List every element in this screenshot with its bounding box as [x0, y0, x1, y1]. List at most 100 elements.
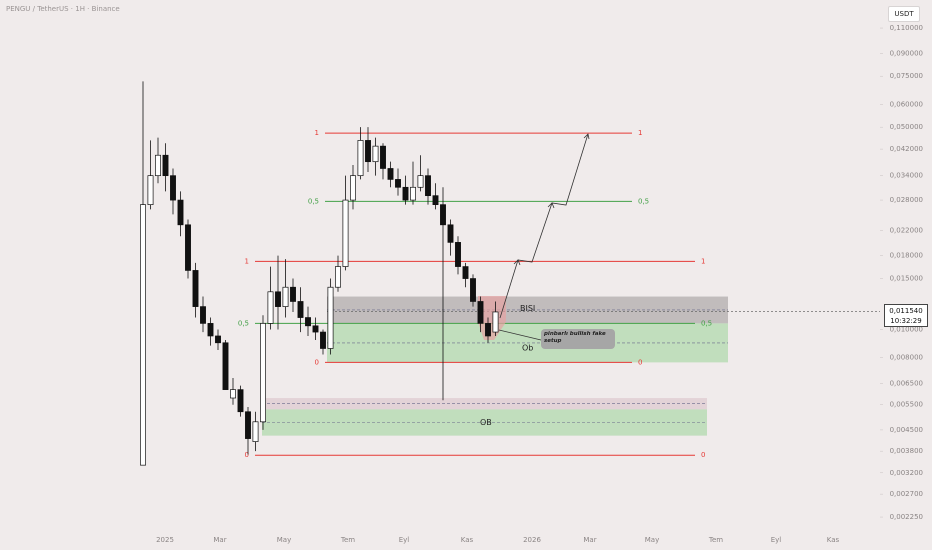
zones: BISI Ob OB — [262, 296, 880, 436]
y-tick-label: 0,110000 — [890, 24, 923, 32]
level-label: 1 — [638, 129, 642, 137]
level-label: 0 — [315, 358, 319, 366]
note-pointer — [498, 329, 542, 341]
candle-body — [402, 186, 409, 201]
candle-body — [365, 140, 371, 163]
y-tick-label: 0,042000 — [890, 145, 923, 153]
y-tick-label: 0,010000 — [890, 326, 923, 334]
price-axis — [880, 0, 932, 530]
candle-body — [357, 140, 364, 177]
level-label: 0,5 — [638, 197, 649, 205]
candles — [140, 81, 499, 466]
annotation: pinbarlı bullish fake setup — [541, 329, 615, 349]
y-tick-label: 0,002700 — [890, 490, 923, 498]
y-tick-label: 0,008000 — [890, 354, 923, 362]
candle-body — [297, 301, 304, 318]
levels: 1 1 0,5 0,5 1 1 0,5 0,5 0 0 0 0 — [238, 129, 712, 459]
y-tick-label: 0,004500 — [890, 426, 923, 434]
y-tick-label: 0,050000 — [890, 123, 923, 131]
x-tick-label: May — [277, 536, 291, 544]
candle-body — [230, 389, 236, 399]
zone-label: BISI — [520, 304, 535, 313]
candle-body — [260, 323, 266, 423]
y-tick-label: 0,005500 — [890, 401, 923, 409]
arrow-head — [547, 202, 555, 209]
candle-body — [455, 242, 461, 267]
x-axis: 2025 Mar May Tem Eyl Kas 2026 Mar May Tem Eyl Kas — [156, 536, 839, 544]
y-tick-label: 0,034000 — [890, 172, 923, 180]
candle-body — [387, 168, 394, 180]
level-label: 1 — [701, 257, 705, 265]
candle-body — [140, 204, 146, 466]
candle-body — [237, 389, 244, 413]
candle-body — [492, 311, 499, 333]
candle-body — [372, 145, 379, 163]
candle-body — [327, 286, 334, 349]
candle-body — [440, 204, 446, 226]
x-tick-label: 2026 — [523, 536, 541, 544]
last-price: 0,011540 — [889, 307, 923, 315]
arrow-path — [499, 133, 589, 319]
arrow-head — [513, 259, 521, 266]
y-tick-label: 0,060000 — [890, 100, 923, 108]
candle-body — [222, 342, 229, 390]
x-tick-label: Kas — [461, 536, 474, 544]
x-tick-label: Kas — [827, 536, 840, 544]
y-tick-label: 0,003200 — [890, 469, 923, 477]
candle-body — [380, 145, 386, 169]
level-label: 0,5 — [238, 319, 249, 327]
level-label: 0,5 — [701, 319, 712, 327]
candle-body — [275, 291, 281, 307]
candle-body — [147, 175, 154, 206]
candle-body — [425, 175, 431, 197]
y-tick-label: 0,002250 — [890, 513, 923, 521]
level-label: 1 — [315, 129, 319, 137]
y-tick-label: 0,090000 — [890, 49, 923, 57]
y-tick-label: 0,075000 — [890, 72, 923, 80]
candle-body — [282, 286, 289, 307]
candle-body — [245, 411, 251, 439]
level-label: 0 — [638, 358, 642, 366]
candle-body — [342, 199, 349, 267]
candle-body — [470, 278, 476, 302]
level-label: 0,5 — [308, 197, 319, 205]
candle-body — [417, 175, 424, 188]
x-tick-label: Eyl — [399, 536, 410, 544]
x-tick-label: Eyl — [771, 536, 782, 544]
highlight — [478, 296, 506, 340]
candle-body — [267, 291, 274, 324]
y-tick-label: 0,015000 — [890, 275, 923, 283]
candle-body — [485, 323, 491, 337]
x-tick-label: Tem — [340, 536, 355, 544]
candle-body — [162, 154, 169, 177]
currency-button[interactable]: USDT — [888, 6, 920, 22]
candle-body — [215, 335, 221, 344]
candle-body — [185, 224, 191, 271]
candle-body — [177, 199, 184, 226]
candle-body — [335, 266, 341, 288]
candle-body — [200, 306, 206, 324]
candle-body — [192, 270, 199, 307]
x-tick-label: Mar — [213, 536, 226, 544]
candle-body — [312, 325, 319, 333]
arrow-head — [583, 133, 590, 140]
zone-label: Ob — [522, 343, 533, 352]
candle-body — [462, 266, 469, 279]
y-tick-label: 0,022000 — [890, 226, 923, 234]
x-tick-label: May — [645, 536, 659, 544]
x-tick-label: Mar — [583, 536, 596, 544]
chart-title: PENGU / TetherUS · 1H · Binance — [6, 5, 120, 13]
candle-body — [155, 154, 161, 177]
level-label: 0 — [245, 451, 249, 459]
zone-label: OB — [480, 418, 492, 427]
level-label: 0 — [701, 451, 705, 459]
candle-body — [252, 421, 259, 442]
last-price-box: 0,011540 10:32:29 — [884, 304, 928, 327]
y-tick-label: 0,018000 — [890, 252, 923, 260]
candle-body — [170, 175, 176, 201]
x-tick-label: Tem — [708, 536, 723, 544]
candle-body — [410, 186, 416, 201]
projection-arrow — [498, 133, 590, 341]
